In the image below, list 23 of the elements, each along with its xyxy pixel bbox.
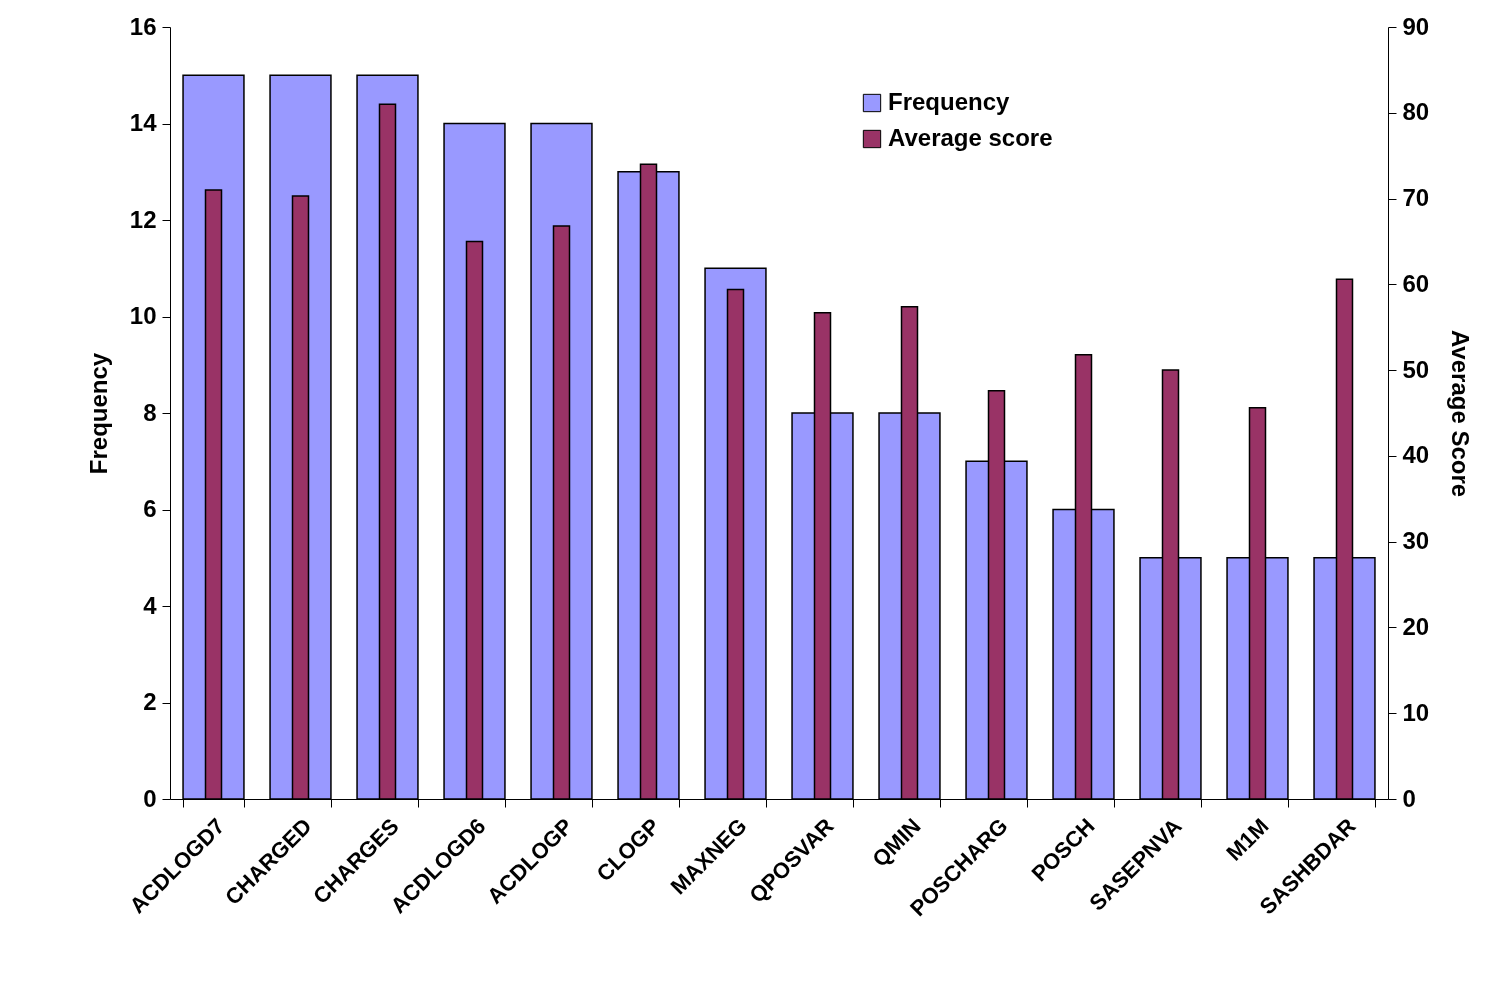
y-tick-label: 2 xyxy=(143,688,157,715)
y2-tick-label: 80 xyxy=(1402,98,1430,126)
y-tick-label: 10 xyxy=(129,302,157,329)
y2-tick-label: 70 xyxy=(1402,184,1430,212)
y2-tick-label: 50 xyxy=(1402,355,1430,383)
y-axis-title: Frequency xyxy=(84,352,112,475)
y-tick-label: 6 xyxy=(143,495,157,522)
y2-tick-label: 0 xyxy=(1402,784,1416,812)
y-tick-label: 12 xyxy=(129,205,157,233)
y2-tick-label: 60 xyxy=(1402,269,1430,297)
y-tick-label: 0 xyxy=(143,784,157,812)
y2-tick-label: 30 xyxy=(1402,527,1430,555)
y-tick-label: 8 xyxy=(143,398,157,426)
y2-tick-label: 90 xyxy=(1402,12,1430,40)
y-tick-label: 16 xyxy=(129,12,157,40)
y-tick-label: 4 xyxy=(143,591,158,619)
y2-tick-label: 10 xyxy=(1402,698,1430,726)
y-tick-label: 14 xyxy=(129,109,158,136)
legend-label: Average score xyxy=(888,124,1053,151)
y2-tick-label: 40 xyxy=(1402,441,1430,469)
y2-tick-label: 20 xyxy=(1402,612,1430,640)
legend-label: Frequency xyxy=(888,88,1011,115)
y2-axis-title: Average Score xyxy=(1447,329,1475,498)
